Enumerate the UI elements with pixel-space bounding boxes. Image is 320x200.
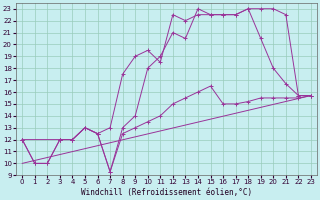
X-axis label: Windchill (Refroidissement éolien,°C): Windchill (Refroidissement éolien,°C) bbox=[81, 188, 252, 197]
